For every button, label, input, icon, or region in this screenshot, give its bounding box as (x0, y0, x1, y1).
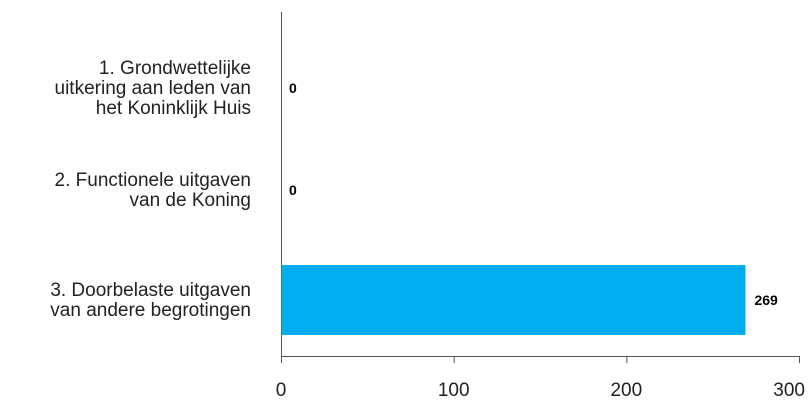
x-tick-label-300: 300 (773, 380, 805, 401)
bar-3 (281, 265, 746, 335)
value-label-3: 269 (754, 292, 778, 308)
category-label-3: 3. Doorbelaste uitgaven van andere begrot… (50, 280, 251, 321)
x-tick-label-100: 100 (438, 380, 470, 401)
value-label-1: 0 (289, 80, 297, 96)
value-label-2: 0 (289, 182, 297, 198)
category-label-1: 1. Grondwettelijke uitkering aan leden va… (55, 58, 251, 119)
category-label-2: 2. Functionele uitgaven van de Koning (55, 170, 251, 211)
x-tick-label-0: 0 (276, 380, 287, 401)
x-tick-label-200: 200 (610, 380, 642, 401)
